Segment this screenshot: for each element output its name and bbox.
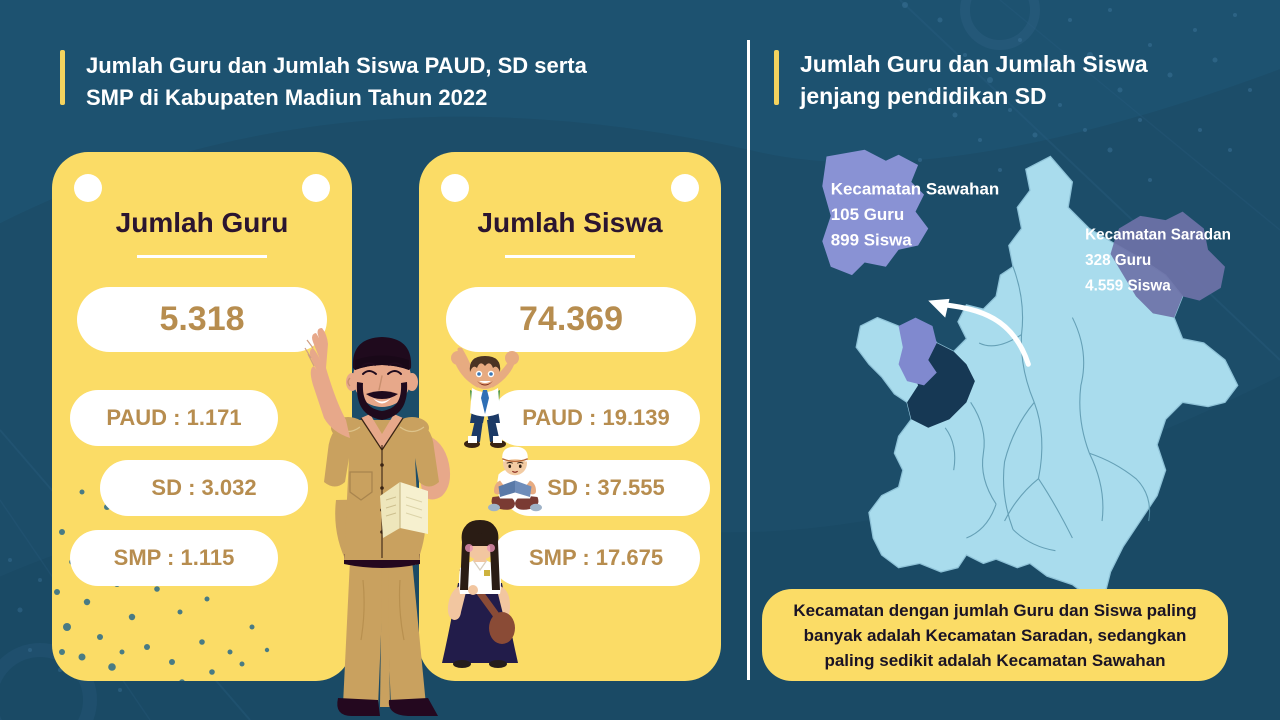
svg-text:Kecamatan Sawahan: Kecamatan Sawahan xyxy=(831,180,1000,199)
svg-text:4.559 Siswa: 4.559 Siswa xyxy=(1085,277,1171,294)
svg-text:328 Guru: 328 Guru xyxy=(1085,252,1151,269)
svg-text:105 Guru: 105 Guru xyxy=(831,205,904,224)
svg-text:Kecamatan Saradan: Kecamatan Saradan xyxy=(1085,227,1231,244)
svg-text:899 Siswa: 899 Siswa xyxy=(831,231,913,250)
